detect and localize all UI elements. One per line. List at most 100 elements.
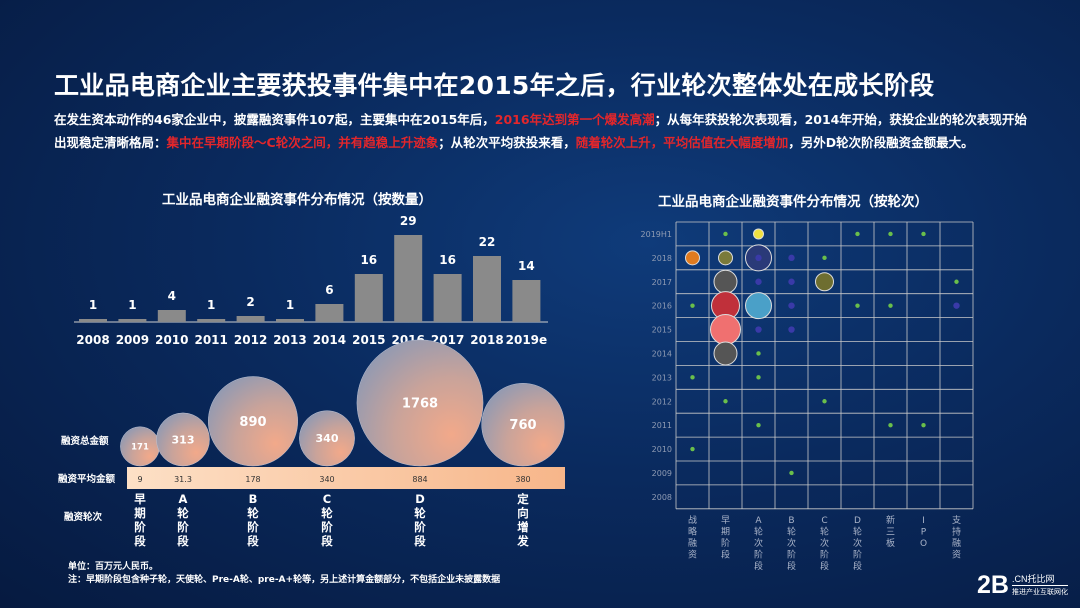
grid-dot (888, 303, 893, 308)
round-label-char: 段 (321, 534, 333, 548)
bar-value-label: 16 (360, 253, 377, 267)
x-tick-label-char: 阶 (787, 548, 796, 560)
average-value-label: 178 (245, 475, 260, 484)
small-bubble (788, 254, 795, 262)
x-tick-label-char: 略 (688, 525, 697, 537)
bar-2013 (276, 319, 304, 322)
x-tick-label-char: 期 (721, 526, 730, 537)
row-label-total: 融资总金额 (61, 435, 109, 447)
page-title: 工业品电商企业主要获投事件集中在2015年之后，行业轮次整体处在成长阶段 (54, 71, 935, 100)
x-tick-label-char: 段 (820, 560, 829, 572)
grid-dot (756, 351, 761, 356)
bar-2008 (79, 319, 107, 322)
x-tick-label-char: I (922, 516, 925, 526)
total-bubble (481, 383, 565, 467)
x-tick-label-char: C (821, 516, 827, 526)
y-tick-label: 2018 (652, 254, 672, 263)
bar-category-label: 2013 (273, 333, 306, 347)
x-tick-label-char: P (921, 527, 927, 537)
x-tick-label-char: 次 (853, 537, 862, 549)
x-tick-label-char: 新 (886, 514, 895, 526)
total-bubble (208, 376, 298, 467)
x-tick-label-char: A (755, 516, 762, 526)
x-tick-label-char: 段 (754, 560, 763, 572)
unit-note: 单位：百万元人民币。 (68, 562, 159, 572)
bars-layer: 1 2008 1 2009 4 2010 1 2011 2 2012 1 2013 6 2014 16 201… (76, 214, 547, 347)
x-tick-label-char: 阶 (721, 537, 730, 549)
y-tick-label: 2016 (652, 302, 672, 311)
small-bubble (953, 302, 960, 309)
y-tick-label: 2017 (652, 278, 672, 287)
x-tick-label-char: 段 (853, 560, 862, 572)
bar-value-label: 1 (128, 298, 136, 312)
x-tick-label-char: 次 (820, 537, 829, 549)
total-value-label: 340 (316, 432, 339, 445)
bar-value-label: 1 (207, 298, 215, 312)
grid-dot (888, 231, 893, 237)
bar-2011 (197, 319, 226, 322)
grid-dot (756, 422, 761, 428)
total-value-label: 1768 (402, 396, 438, 411)
brand-logo: 2B .CN托比网 推进产业互联网化 (977, 571, 1068, 600)
logo-subtext: 推进产业互联网化 (1012, 584, 1068, 599)
round-label-char: 发 (516, 534, 529, 548)
round-label-char: D (415, 492, 425, 506)
y-tick-label: 2015 (652, 326, 672, 335)
grid-dot (723, 399, 728, 404)
x-tick-label-char: 次 (754, 537, 763, 549)
grid-dot (921, 231, 926, 237)
grid-dot (855, 231, 860, 237)
row-label-average: 融资平均金额 (58, 473, 116, 485)
round-label-char: 阶 (414, 520, 426, 534)
bar-2012 (236, 316, 265, 322)
small-bubble (788, 302, 795, 309)
grid-dot (954, 279, 959, 284)
scatter-bubble (713, 341, 738, 366)
y-tick-label: 2009 (652, 469, 672, 478)
round-label-char: 阶 (321, 520, 333, 534)
scatter-bubble (745, 292, 772, 320)
x-tick-label-char: 阶 (754, 548, 763, 560)
total-bubble (356, 339, 484, 467)
y-tick-label: 2008 (652, 493, 672, 502)
average-value-label: 340 (319, 475, 334, 484)
bar-2010 (157, 310, 186, 322)
scatter-bubble (713, 269, 738, 294)
bar-value-label: 6 (325, 283, 333, 297)
round-label-char: 向 (517, 506, 529, 520)
small-bubble (788, 326, 795, 333)
bar-category-label: 2010 (155, 333, 188, 347)
round-label-char: 阶 (177, 520, 189, 534)
grid-dot (690, 303, 695, 308)
intro-highlight-1: 2016年达到第一个爆发高潮 (494, 112, 655, 127)
bar-2014 (315, 304, 344, 322)
bar-category-label: 2012 (234, 333, 267, 347)
intro-highlight-2: 集中在早期阶段～C轮次之间，并有趋稳上升迹象 (166, 135, 439, 150)
x-tick-label-char: B (788, 516, 794, 526)
intro-paragraph: 在发生资本动作的46家企业中，披露融资事件107起，主要集中在2015年后，20… (54, 108, 1029, 154)
round-label-char: B (249, 492, 258, 506)
small-bubble (788, 278, 795, 285)
grid-dot (789, 470, 794, 476)
y-tick-label: 2012 (652, 397, 672, 406)
round-label-char: 段 (414, 534, 426, 548)
logo-text: .CN托比网 (1012, 573, 1055, 584)
x-tick-label-char: 轮 (787, 525, 796, 537)
grid-dot (723, 231, 728, 237)
scatter-bubble (815, 272, 834, 292)
scatter-chart-title: 工业品电商企业融资事件分布情况（按轮次） (658, 194, 928, 210)
grid-dot (690, 446, 695, 452)
total-bubble (299, 410, 355, 467)
bar-category-label: 2015 (352, 333, 385, 347)
x-tick-label-char: O (920, 539, 927, 549)
round-label-char: 阶 (134, 520, 146, 534)
intro-text-4: ，另外D轮次阶段融资金额最大。 (788, 135, 974, 150)
footnote: 注：早期阶段包含种子轮，天使轮、Pre-A轮、pre-A+轮等，另上述计算金额部… (68, 575, 501, 585)
round-label-char: 段 (134, 534, 146, 548)
grid-dot (822, 399, 827, 404)
grid-dot (888, 422, 893, 428)
small-bubble (755, 278, 762, 285)
bar-category-label: 2009 (116, 333, 149, 347)
scatter-bubble (685, 250, 700, 266)
